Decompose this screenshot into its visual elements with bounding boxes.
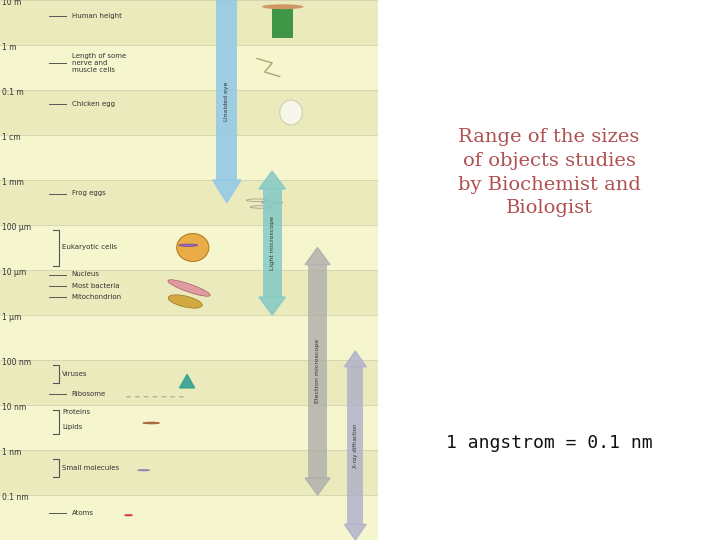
Text: Ribosome: Ribosome bbox=[72, 391, 106, 397]
Text: Human height: Human height bbox=[72, 13, 122, 19]
Text: 0.1 m: 0.1 m bbox=[2, 88, 24, 97]
Text: Frog eggs: Frog eggs bbox=[72, 191, 106, 197]
Text: 10 μm: 10 μm bbox=[2, 268, 26, 276]
Text: 1 nm: 1 nm bbox=[2, 448, 22, 457]
Bar bbox=[0, 45, 378, 90]
Circle shape bbox=[261, 201, 283, 204]
Circle shape bbox=[251, 206, 271, 208]
Circle shape bbox=[262, 4, 304, 9]
Polygon shape bbox=[344, 351, 366, 367]
Text: 1 angstrom = 0.1 nm: 1 angstrom = 0.1 nm bbox=[446, 434, 652, 452]
Text: 100 μm: 100 μm bbox=[2, 222, 31, 232]
Bar bbox=[308, 265, 327, 478]
Circle shape bbox=[125, 515, 132, 516]
Circle shape bbox=[170, 396, 175, 397]
Text: Mitochondrion: Mitochondrion bbox=[72, 294, 122, 300]
Text: Light microscope: Light microscope bbox=[270, 216, 274, 270]
Bar bbox=[0, 180, 378, 225]
Polygon shape bbox=[305, 478, 330, 495]
Circle shape bbox=[126, 396, 131, 397]
Polygon shape bbox=[259, 297, 285, 315]
Bar bbox=[272, 9, 293, 38]
Text: Chicken egg: Chicken egg bbox=[72, 100, 114, 106]
Text: X-ray diffraction: X-ray diffraction bbox=[353, 423, 358, 468]
Text: Atoms: Atoms bbox=[72, 510, 94, 516]
Ellipse shape bbox=[168, 280, 210, 296]
Text: 1 m: 1 m bbox=[2, 43, 17, 52]
Bar bbox=[0, 405, 378, 450]
Ellipse shape bbox=[168, 295, 202, 308]
Circle shape bbox=[153, 396, 158, 397]
Bar bbox=[347, 367, 364, 524]
Bar bbox=[0, 270, 378, 315]
Bar bbox=[0, 135, 378, 180]
Circle shape bbox=[179, 244, 198, 246]
Bar bbox=[0, 450, 378, 495]
Text: Small molecules: Small molecules bbox=[63, 465, 120, 471]
Bar bbox=[0, 0, 378, 45]
Polygon shape bbox=[344, 524, 366, 540]
Text: 1 mm: 1 mm bbox=[2, 178, 24, 187]
Text: Most bacteria: Most bacteria bbox=[72, 283, 120, 289]
Circle shape bbox=[143, 396, 149, 397]
Text: Eukaryotic cells: Eukaryotic cells bbox=[63, 245, 117, 251]
Text: Lipids: Lipids bbox=[63, 424, 83, 430]
Circle shape bbox=[135, 396, 140, 397]
Bar bbox=[263, 189, 282, 297]
Text: Nucleus: Nucleus bbox=[72, 272, 100, 278]
Text: Viruses: Viruses bbox=[63, 370, 88, 376]
Circle shape bbox=[143, 422, 160, 424]
Bar bbox=[0, 225, 378, 270]
Text: 100 nm: 100 nm bbox=[2, 357, 31, 367]
Text: 1 cm: 1 cm bbox=[2, 133, 20, 142]
Text: 10 m: 10 m bbox=[2, 0, 22, 6]
Polygon shape bbox=[212, 180, 241, 202]
Polygon shape bbox=[259, 171, 285, 189]
Text: 1 μm: 1 μm bbox=[2, 313, 22, 322]
Text: 0.1 nm: 0.1 nm bbox=[2, 492, 29, 502]
Polygon shape bbox=[179, 374, 194, 388]
Bar bbox=[217, 0, 237, 180]
Circle shape bbox=[246, 199, 268, 201]
Text: Electron microscope: Electron microscope bbox=[315, 339, 320, 403]
Bar bbox=[0, 495, 378, 540]
Polygon shape bbox=[305, 247, 330, 265]
Text: Unaided eye: Unaided eye bbox=[225, 82, 229, 121]
Circle shape bbox=[179, 396, 184, 397]
Text: 10 nm: 10 nm bbox=[2, 403, 26, 411]
Bar bbox=[0, 90, 378, 135]
Circle shape bbox=[138, 469, 150, 471]
Ellipse shape bbox=[280, 100, 302, 125]
Circle shape bbox=[161, 396, 166, 397]
Bar bbox=[0, 360, 378, 405]
Ellipse shape bbox=[176, 233, 209, 261]
Text: Proteins: Proteins bbox=[63, 409, 91, 415]
Text: Range of the sizes
of objects studies
by Biochemist and
Biologist: Range of the sizes of objects studies by… bbox=[458, 129, 640, 217]
Bar bbox=[0, 315, 378, 360]
Text: Length of some
nerve and
muscle cells: Length of some nerve and muscle cells bbox=[72, 53, 126, 73]
